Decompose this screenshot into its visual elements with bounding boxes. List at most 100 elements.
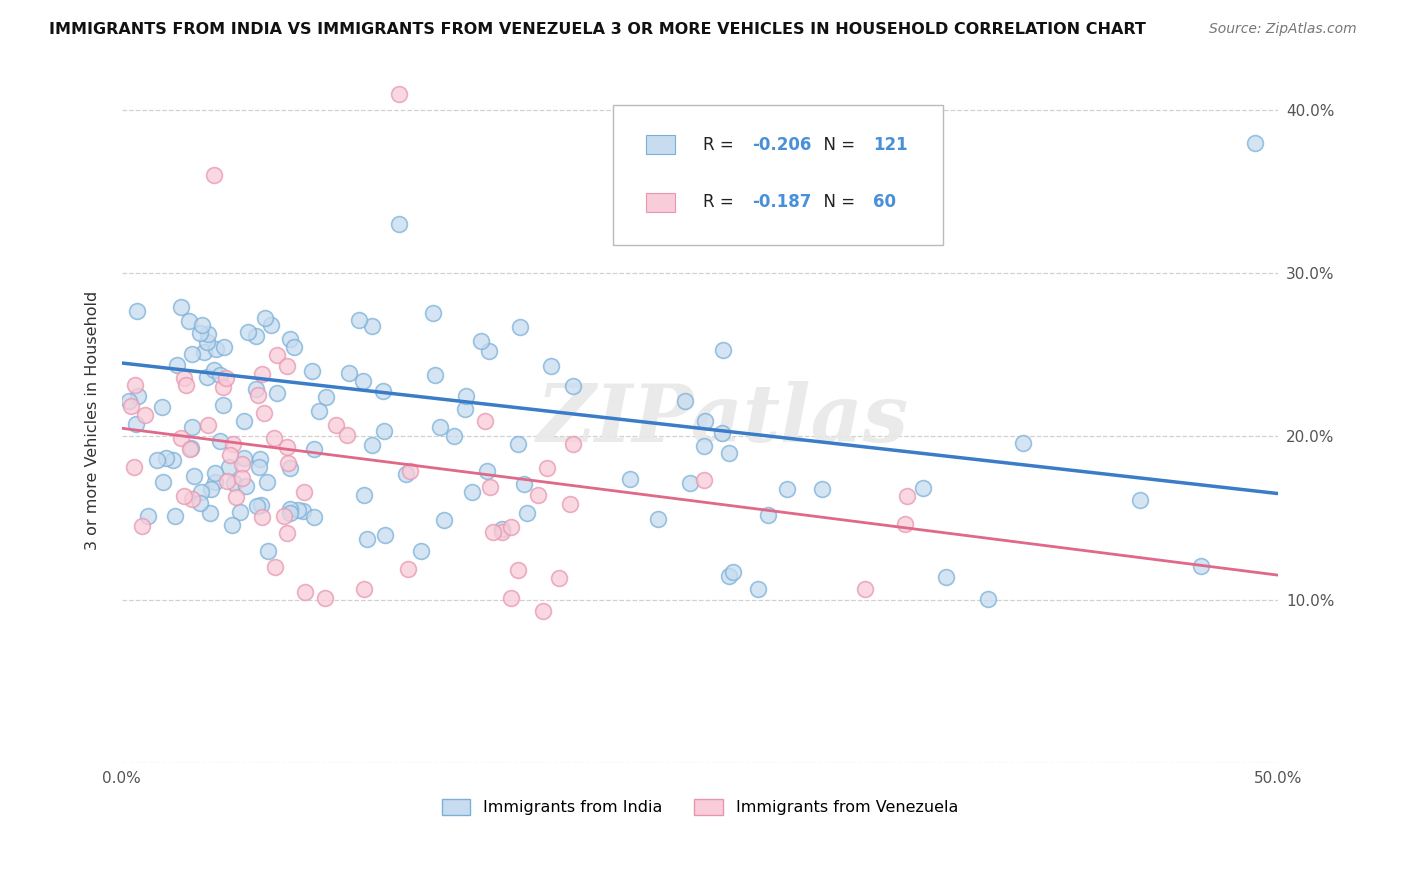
Point (280, 461, 302, 475)
Point (264, 560, 287, 574)
Point (266, 385, 288, 400)
Point (360, 319, 382, 334)
Point (301, 364, 323, 378)
Point (349, 313, 371, 327)
Point (202, 363, 225, 377)
Legend: Immigrants from India, Immigrants from Venezuela: Immigrants from India, Immigrants from V… (433, 791, 966, 823)
Point (191, 318, 214, 332)
Point (536, 460, 558, 475)
Point (461, 484, 484, 499)
Point (304, 509, 326, 524)
Point (173, 371, 195, 385)
Point (512, 477, 534, 491)
Point (509, 320, 531, 334)
Point (935, 570, 957, 584)
Text: N =: N = (813, 194, 860, 211)
Point (679, 476, 702, 491)
Point (506, 563, 529, 577)
Point (266, 348, 288, 362)
Point (245, 329, 267, 343)
Point (162, 453, 184, 467)
Point (215, 474, 238, 488)
Point (491, 522, 513, 536)
Point (474, 414, 496, 428)
Point (250, 498, 273, 512)
Point (276, 526, 298, 541)
Point (170, 301, 193, 315)
Text: -0.187: -0.187 (752, 194, 811, 211)
Point (561, 437, 583, 451)
Point (776, 482, 799, 496)
Point (516, 506, 538, 520)
Point (247, 460, 270, 475)
Point (253, 311, 276, 326)
Point (562, 379, 585, 393)
Point (352, 374, 374, 388)
Point (647, 512, 669, 526)
Point (1189, 559, 1212, 574)
Point (134, 408, 156, 422)
Point (257, 544, 280, 558)
Point (235, 479, 257, 493)
Point (325, 417, 347, 432)
Point (314, 591, 336, 605)
Point (131, 518, 153, 533)
Point (138, 509, 160, 524)
Point (152, 475, 174, 490)
FancyBboxPatch shape (613, 105, 942, 245)
Point (360, 437, 382, 451)
Text: N =: N = (813, 136, 860, 153)
Point (718, 446, 741, 460)
Point (212, 379, 235, 393)
Point (208, 368, 231, 383)
Point (478, 343, 501, 358)
Point (456, 388, 478, 402)
Point (693, 414, 716, 428)
Point (692, 439, 714, 453)
Y-axis label: 3 or more Vehicles in Household: 3 or more Vehicles in Household (86, 291, 100, 549)
Point (180, 441, 202, 455)
Point (250, 509, 273, 524)
Point (278, 506, 301, 520)
Point (491, 525, 513, 540)
Point (399, 464, 422, 478)
Point (292, 484, 315, 499)
Point (558, 497, 581, 511)
Point (470, 334, 492, 349)
Point (894, 516, 917, 531)
Point (717, 568, 740, 582)
Text: IMMIGRANTS FROM INDIA VS IMMIGRANTS FROM VENEZUELA 3 OR MORE VEHICLES IN HOUSEHO: IMMIGRANTS FROM INDIA VS IMMIGRANTS FROM… (49, 22, 1146, 37)
Point (315, 390, 337, 404)
Point (250, 368, 273, 382)
Point (721, 566, 744, 580)
Point (195, 370, 218, 384)
Point (118, 394, 141, 409)
Point (278, 501, 301, 516)
Point (336, 428, 359, 442)
Point (166, 359, 188, 373)
Point (388, 217, 411, 231)
Point (276, 440, 298, 454)
Point (246, 500, 269, 514)
Point (193, 345, 215, 359)
Point (214, 340, 236, 354)
Point (373, 424, 395, 438)
Point (547, 571, 569, 585)
Text: R =: R = (703, 136, 740, 153)
Point (183, 469, 205, 483)
Text: 60: 60 (873, 194, 896, 211)
Point (912, 482, 935, 496)
Point (222, 436, 245, 450)
Point (197, 327, 219, 342)
Point (170, 431, 193, 445)
Point (396, 562, 419, 576)
Point (122, 460, 145, 475)
FancyBboxPatch shape (645, 193, 675, 211)
Point (673, 393, 696, 408)
Point (200, 483, 222, 497)
Point (665, 177, 688, 191)
Point (374, 528, 396, 542)
Text: Source: ZipAtlas.com: Source: ZipAtlas.com (1209, 22, 1357, 37)
Point (756, 508, 779, 522)
Point (127, 389, 149, 403)
